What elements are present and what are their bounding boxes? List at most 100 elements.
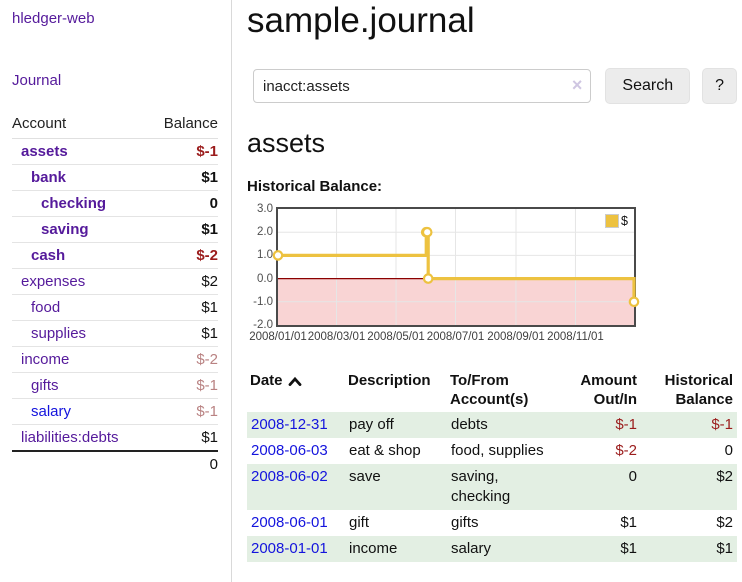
main-content: sample.journal × Search ? assets Histori…: [247, 0, 737, 562]
register-date-link[interactable]: 2008-06-01: [251, 514, 328, 531]
account-column-header: Account: [12, 112, 149, 139]
total-row-spacer: [12, 450, 149, 477]
register-description-cell: pay off: [349, 416, 394, 433]
search-input[interactable]: [253, 69, 592, 103]
sidebar-account-cell: assets: [12, 138, 149, 165]
register-amount-cell: $1: [620, 540, 637, 557]
register-table: Date Description To/From Account(s) Amou…: [247, 369, 737, 562]
sidebar-account-row: cash $-2: [12, 242, 218, 269]
sidebar-account-link[interactable]: food: [31, 299, 61, 316]
y-tick-label: 1.0: [257, 249, 273, 262]
sidebar-account-balance: $-1: [148, 138, 218, 165]
y-tick-label: 2.0: [257, 226, 273, 239]
register-balance-cell: $-1: [711, 416, 733, 433]
sidebar-account-row: assets $-1: [12, 138, 218, 165]
sidebar-account-row: expenses $2: [12, 268, 218, 295]
sidebar-account-cell: bank: [12, 164, 149, 191]
x-tick-label: 2008/09/01: [487, 331, 545, 343]
search-button[interactable]: Search: [605, 68, 691, 104]
sidebar-account-balance: $1: [148, 216, 218, 243]
register-accounts-cell: salary: [451, 540, 492, 557]
register-accounts-cell: debts: [451, 416, 488, 433]
sidebar-account-balance: $2: [148, 268, 218, 295]
chart-legend: $: [604, 213, 629, 229]
register-accounts-cell: food, supplies: [451, 442, 544, 459]
balance-column-header: Balance: [148, 112, 218, 139]
register-amount-cell: $-1: [615, 416, 637, 433]
register-balance-cell: 0: [724, 442, 733, 459]
register-description-cell: eat & shop: [349, 442, 421, 459]
register-date-link[interactable]: 2008-01-01: [251, 540, 328, 557]
chart-title: Historical Balance:: [247, 178, 383, 195]
sidebar-nav: Journal: [12, 72, 231, 90]
sidebar-account-link[interactable]: cash: [31, 247, 66, 264]
sidebar-account-link[interactable]: bank: [31, 169, 67, 186]
sidebar-total-balance: 0: [148, 450, 218, 477]
search-form: × Search ?: [247, 68, 737, 104]
chart-series-svg: [272, 209, 640, 325]
sidebar-account-balance: $-2: [148, 346, 218, 373]
sidebar-account-cell: gifts: [12, 372, 149, 399]
x-tick-label: 2008/11/01: [547, 331, 604, 343]
sidebar-account-balance: 0: [148, 190, 218, 217]
chart-plot-area[interactable]: $: [272, 207, 640, 327]
sidebar-account-cell: expenses: [12, 268, 149, 295]
sidebar-account-balance: $1: [148, 320, 218, 347]
sidebar-account-link[interactable]: supplies: [31, 325, 87, 342]
nav-journal-link[interactable]: Journal: [12, 72, 62, 89]
register-accounts-cell: saving, checking: [451, 468, 511, 505]
register-date-link[interactable]: 2008-12-31: [251, 416, 328, 433]
account-heading: assets: [247, 128, 326, 158]
sidebar-account-link[interactable]: income: [21, 351, 70, 368]
register-amount-cell: 0: [628, 468, 637, 485]
search-box: ×: [253, 69, 592, 103]
legend-color-swatch: [605, 214, 620, 228]
page-title: sample.journal: [247, 1, 475, 40]
register-row: 2008-01-01 income salary $1 $1: [247, 536, 737, 562]
sidebar-account-cell: food: [12, 294, 149, 321]
x-tick-label: 2008/05/01: [367, 331, 425, 343]
sort-ascending-icon: [288, 376, 301, 386]
register-header-description: Description: [348, 372, 431, 389]
register-row: 2008-12-31 pay off debts $-1 $-1: [247, 412, 737, 438]
sidebar-account-row: income $-2: [12, 346, 218, 373]
sidebar-account-balance: $-2: [148, 242, 218, 269]
register-header-accounts: To/From Account(s): [450, 372, 529, 408]
sidebar-account-cell: salary: [12, 398, 149, 425]
register-accounts-cell: gifts: [451, 514, 479, 531]
clear-search-icon[interactable]: ×: [571, 75, 583, 95]
register-date-link[interactable]: 2008-06-03: [251, 442, 328, 459]
sidebar-account-link[interactable]: expenses: [21, 273, 86, 290]
sidebar-account-row: bank $1: [12, 164, 218, 191]
y-tick-label: 3.0: [257, 203, 273, 215]
sidebar: hledger-web Journal Account Balance asse…: [0, 0, 232, 582]
sidebar-account-link[interactable]: checking: [41, 195, 107, 212]
sidebar-account-link[interactable]: saving: [41, 221, 89, 238]
x-tick-label: 2008/01/01: [249, 331, 307, 343]
sidebar-account-row: salary $-1: [12, 398, 218, 425]
brand-link[interactable]: hledger-web: [12, 10, 95, 27]
chart-x-axis: 2008/01/01 2008/03/01 2008/05/01 2008/07/01…: [247, 201, 737, 351]
sidebar-accounts-header-row: Account Balance: [12, 112, 218, 139]
sidebar-account-link[interactable]: liabilities:debts: [21, 429, 119, 446]
x-tick-label: 2008/03/01: [307, 331, 366, 343]
sidebar-account-link[interactable]: gifts: [31, 377, 59, 394]
register-amount-cell: $-2: [615, 442, 637, 459]
register-header-row: Date Description To/From Account(s) Amou…: [247, 369, 737, 412]
sidebar-account-link[interactable]: salary: [31, 403, 72, 420]
sidebar-account-row: liabilities:debts $1: [12, 425, 218, 452]
sidebar-account-cell: cash: [12, 242, 149, 269]
register-date-link[interactable]: 2008-06-02: [251, 468, 328, 485]
sidebar-account-cell: checking: [12, 190, 149, 217]
sidebar-account-cell: liabilities:debts: [12, 425, 149, 452]
sidebar-account-balance: $-1: [148, 372, 218, 399]
sidebar-account-row: saving $1: [12, 216, 218, 243]
y-tick-label: -2.0: [253, 319, 273, 331]
sidebar-account-link[interactable]: assets: [21, 143, 68, 160]
sidebar-account-balance: $-1: [148, 398, 218, 425]
register-header-amount: Amount Out/In: [580, 372, 637, 408]
register-description-cell: income: [349, 540, 398, 557]
register-header-date[interactable]: Date: [247, 369, 345, 412]
help-button[interactable]: ?: [702, 68, 737, 104]
sidebar-account-cell: supplies: [12, 320, 149, 347]
